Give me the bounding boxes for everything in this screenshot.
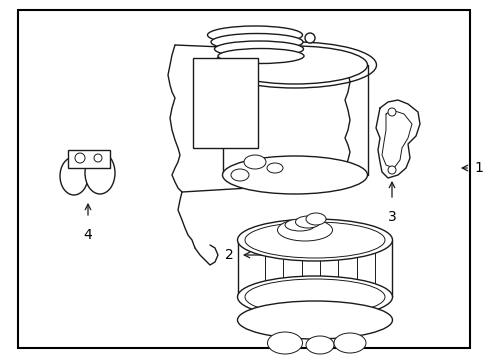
Ellipse shape (222, 46, 367, 84)
Text: 1: 1 (473, 161, 482, 175)
Ellipse shape (277, 219, 332, 241)
Ellipse shape (237, 276, 392, 318)
Bar (68, 150, 110, 168)
Ellipse shape (237, 219, 392, 261)
Ellipse shape (266, 163, 283, 173)
Ellipse shape (244, 155, 265, 169)
Ellipse shape (230, 169, 248, 181)
Ellipse shape (305, 213, 325, 225)
Ellipse shape (237, 301, 392, 339)
Ellipse shape (285, 219, 314, 231)
Text: 3: 3 (387, 210, 396, 224)
Circle shape (94, 154, 102, 162)
Ellipse shape (210, 33, 303, 50)
Ellipse shape (60, 157, 88, 195)
Ellipse shape (207, 26, 302, 44)
Ellipse shape (333, 333, 365, 353)
Bar (193, 58, 258, 148)
Circle shape (387, 108, 395, 116)
Circle shape (305, 33, 314, 43)
Ellipse shape (267, 332, 302, 354)
Ellipse shape (222, 156, 367, 194)
Ellipse shape (295, 216, 320, 228)
Text: 2: 2 (225, 248, 234, 262)
Ellipse shape (218, 49, 304, 63)
Circle shape (387, 166, 395, 174)
Ellipse shape (85, 152, 115, 194)
Ellipse shape (305, 336, 333, 354)
Circle shape (75, 153, 85, 163)
Text: 4: 4 (83, 228, 92, 242)
Ellipse shape (214, 41, 303, 57)
